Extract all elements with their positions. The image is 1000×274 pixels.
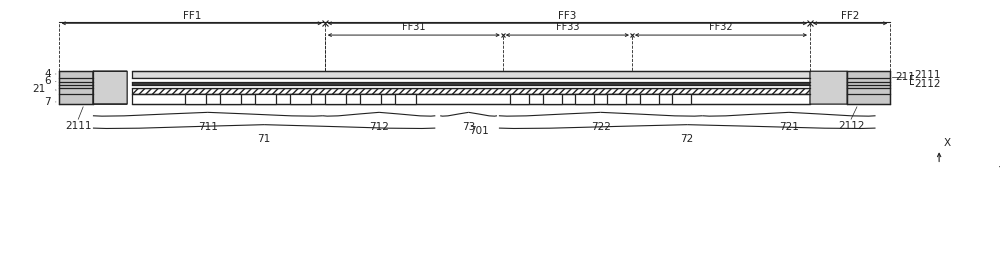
Bar bbox=[132, 88, 810, 94]
Text: 2112: 2112 bbox=[915, 79, 941, 89]
Text: 701: 701 bbox=[469, 126, 489, 136]
Text: 2111: 2111 bbox=[915, 70, 941, 80]
Text: FF31: FF31 bbox=[402, 22, 426, 32]
Bar bbox=[255, 94, 276, 104]
Text: 7: 7 bbox=[44, 97, 51, 107]
Bar bbox=[543, 94, 562, 104]
Bar bbox=[510, 94, 529, 104]
Bar bbox=[640, 94, 659, 104]
Text: 73: 73 bbox=[462, 122, 475, 132]
Bar bbox=[395, 94, 416, 104]
Text: 2111: 2111 bbox=[65, 121, 92, 130]
Bar bbox=[672, 94, 691, 104]
Text: 712: 712 bbox=[369, 122, 389, 132]
Text: 211: 211 bbox=[895, 72, 915, 82]
Bar bbox=[607, 94, 626, 104]
Text: FF2: FF2 bbox=[841, 11, 859, 21]
Text: 4: 4 bbox=[44, 69, 51, 79]
Text: FF32: FF32 bbox=[709, 22, 733, 32]
Text: 721: 721 bbox=[779, 122, 799, 132]
Text: X: X bbox=[944, 138, 951, 148]
Text: 21: 21 bbox=[33, 84, 46, 94]
Text: 711: 711 bbox=[198, 122, 218, 132]
Text: 722: 722 bbox=[591, 122, 611, 132]
Bar bbox=[132, 94, 810, 104]
Bar bbox=[220, 94, 241, 104]
Text: FF33: FF33 bbox=[556, 22, 579, 32]
Text: Y: Y bbox=[998, 166, 1000, 176]
Bar bbox=[847, 71, 890, 104]
Bar bbox=[185, 94, 206, 104]
Bar bbox=[290, 94, 311, 104]
PathPatch shape bbox=[93, 71, 127, 104]
Bar bbox=[575, 94, 594, 104]
Text: 2112: 2112 bbox=[838, 121, 864, 130]
Bar bbox=[59, 71, 93, 104]
Text: 72: 72 bbox=[681, 134, 694, 144]
Text: FF1: FF1 bbox=[183, 11, 201, 21]
Text: FF3: FF3 bbox=[558, 11, 577, 21]
Bar bbox=[132, 71, 810, 78]
Bar bbox=[132, 78, 810, 82]
Bar bbox=[360, 94, 381, 104]
Bar bbox=[132, 82, 810, 85]
Text: 6: 6 bbox=[44, 76, 51, 86]
PathPatch shape bbox=[810, 71, 847, 104]
Text: 71: 71 bbox=[258, 134, 271, 144]
Bar bbox=[325, 94, 346, 104]
Bar bbox=[132, 85, 810, 88]
